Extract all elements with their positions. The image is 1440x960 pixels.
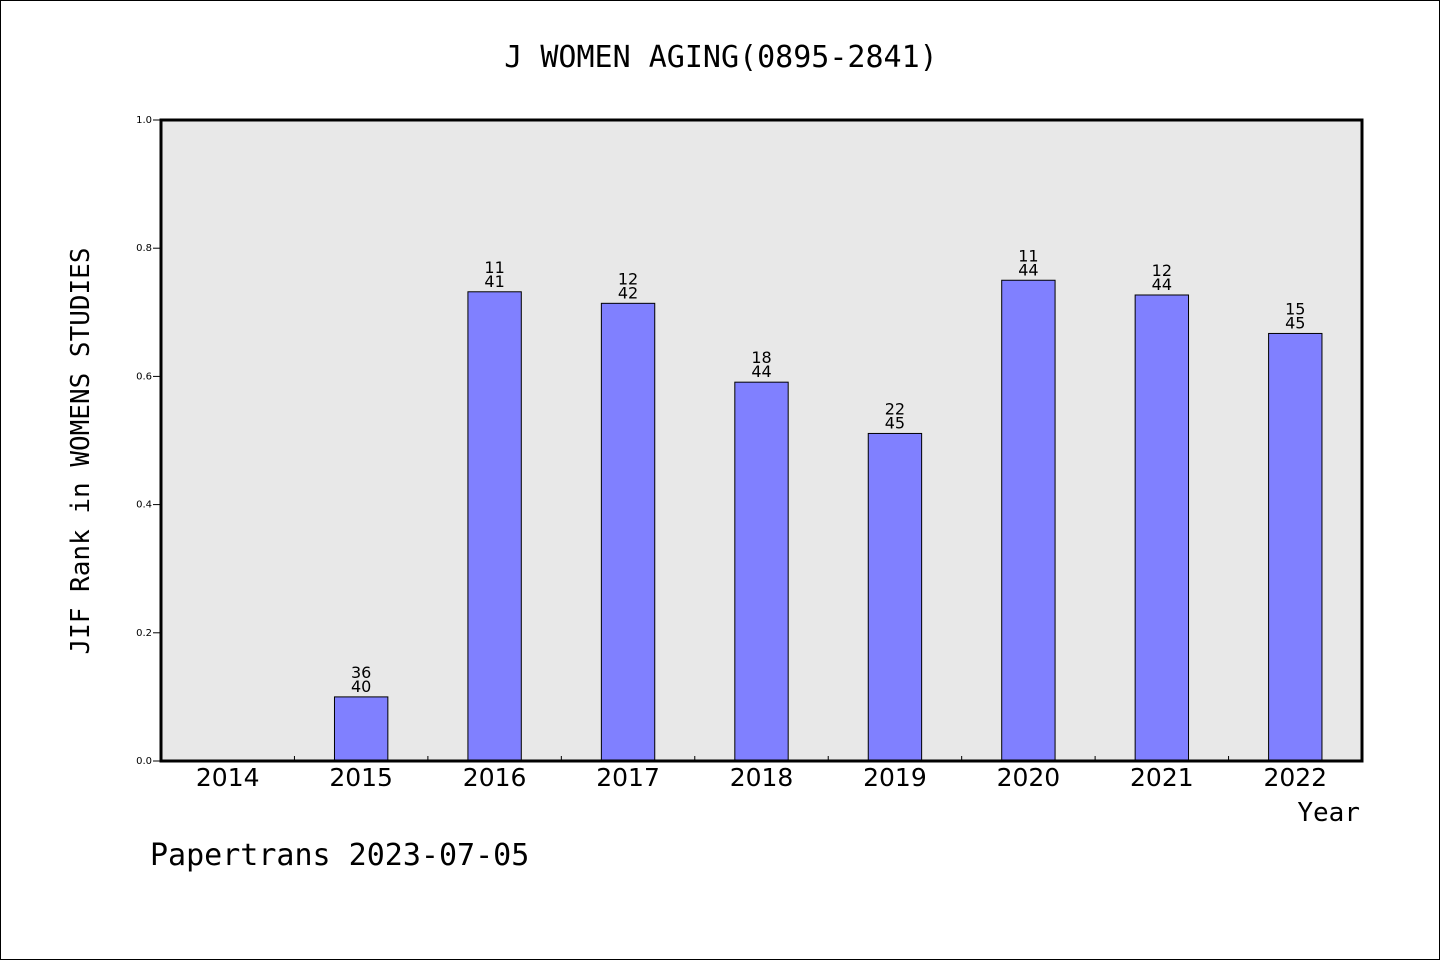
bar — [734, 381, 789, 762]
bars — [333, 279, 1323, 762]
data-label-total: 42 — [618, 283, 638, 302]
data-label-total: 44 — [1018, 260, 1038, 279]
data-label-total: 45 — [885, 413, 905, 432]
x-tick-label: 2021 — [1130, 763, 1194, 792]
bar — [1134, 294, 1190, 762]
data-label-total: 40 — [351, 677, 371, 696]
y-tick-label: 0.0 — [136, 756, 152, 767]
y-tick-label: 0.2 — [136, 628, 152, 639]
x-tick-label: 2018 — [730, 763, 794, 792]
data-label-rank: 12 — [1152, 261, 1172, 280]
bar — [467, 291, 522, 762]
chart-title: J WOMEN AGING(0895-2841) — [504, 40, 937, 75]
data-label-rank: 15 — [1285, 299, 1305, 318]
bar — [1268, 332, 1323, 762]
data-label-total: 41 — [484, 272, 504, 291]
data-label-total: 44 — [1152, 275, 1172, 294]
x-axis-ticks: 2014 2015 2016 2017 2018 2019 2020 2021 2022 — [196, 756, 1327, 792]
data-label-rank: 22 — [885, 399, 905, 418]
y-tick-label: 1.0 — [136, 115, 152, 126]
footer-text: Papertrans 2023-07-05 — [150, 838, 529, 873]
data-label-rank: 36 — [351, 663, 371, 682]
y-axis-label: JIF Rank in WOMENS STUDIES — [66, 248, 96, 655]
data-label-rank: 11 — [1018, 246, 1038, 265]
bar — [867, 432, 923, 762]
x-tick-label: 2022 — [1263, 763, 1327, 792]
y-tick-label: 0.4 — [136, 500, 152, 511]
x-tick-label: 2019 — [863, 763, 927, 792]
plot-border — [159, 118, 1364, 763]
x-tick-label: 2020 — [997, 763, 1061, 792]
x-axis-label: Year — [1297, 798, 1360, 828]
bar — [1001, 279, 1056, 762]
data-label-total: 45 — [1285, 313, 1305, 332]
data-label-total: 44 — [751, 362, 771, 381]
x-tick-label: 2014 — [196, 763, 260, 792]
bar — [333, 696, 389, 762]
data-label-rank: 11 — [484, 258, 504, 277]
y-tick-label: 0.6 — [136, 371, 152, 382]
y-tick-label: 0.8 — [136, 243, 152, 254]
data-label-rank: 12 — [618, 269, 638, 288]
x-tick-label: 2017 — [596, 763, 660, 792]
bar — [600, 302, 656, 762]
x-tick-label: 2015 — [329, 763, 393, 792]
data-label-rank: 18 — [751, 348, 771, 367]
x-tick-label: 2016 — [463, 763, 527, 792]
y-axis-ticks: 0.0 0.2 0.4 0.6 0.8 1.0 — [136, 115, 161, 767]
